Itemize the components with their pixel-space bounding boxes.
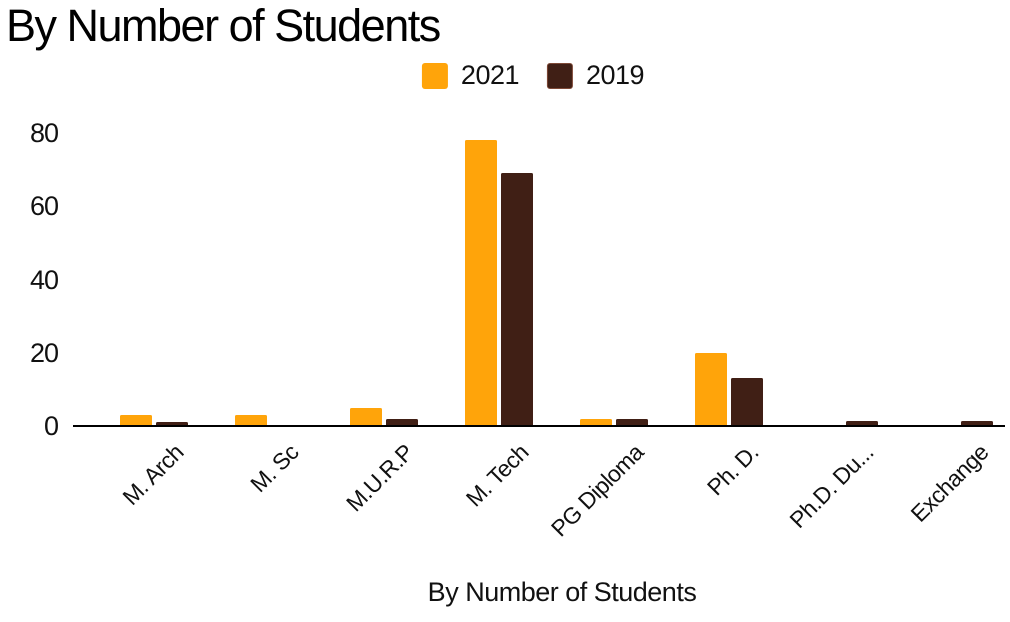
- bar-2021-m-arch[interactable]: [120, 415, 152, 426]
- x-tick-label-m-u-r-p: M.U.R.P: [341, 439, 419, 517]
- chart-title: By Number of Students: [6, 0, 441, 51]
- x-axis-title: By Number of Students: [427, 577, 697, 607]
- x-tick-label-exchange: Exchange: [905, 439, 994, 527]
- legend-label-2019: 2019: [586, 60, 645, 90]
- bar-2019-exchange[interactable]: [961, 421, 993, 426]
- legend-swatch-2021-icon: [421, 62, 448, 89]
- bar-2019-m-u-r-p[interactable]: [386, 419, 418, 426]
- bar-2019-ph-d[interactable]: [731, 378, 763, 426]
- bar-2021-m-tech[interactable]: [465, 140, 497, 426]
- legend-swatch-2019-icon: [547, 62, 573, 89]
- x-tick-label-ph-d-du: Ph.D. Du...: [784, 439, 879, 534]
- y-tick-label-80: 80: [29, 118, 59, 148]
- bar-2021-ph-d[interactable]: [695, 353, 727, 426]
- y-tick-label-20: 20: [29, 337, 59, 368]
- bar-2019-ph-d-du[interactable]: [846, 421, 878, 426]
- bar-2019-pg-diploma[interactable]: [616, 419, 648, 426]
- bar-2019-m-tech[interactable]: [501, 173, 533, 426]
- y-tick-label-0: 0: [43, 411, 59, 441]
- x-tick-label-pg-diploma: PG Diploma: [545, 439, 649, 542]
- bar-2019-m-arch[interactable]: [156, 422, 188, 426]
- x-tick-label-m-sc: M. Sc: [245, 439, 304, 498]
- x-axis-line: [73, 425, 1005, 427]
- bar-2021-m-u-r-p[interactable]: [350, 408, 382, 426]
- legend-label-2021: 2021: [460, 60, 520, 90]
- x-tick-label-m-tech: M. Tech: [460, 439, 534, 512]
- legend-item-2021[interactable]: 2021: [421, 60, 520, 91]
- legend-item-2019[interactable]: 2019: [547, 60, 645, 91]
- x-tick-label-ph-d: Ph. D.: [701, 439, 764, 501]
- x-tick-label-m-arch: M. Arch: [117, 439, 189, 511]
- bar-2021-m-sc[interactable]: [235, 415, 267, 426]
- y-tick-label-60: 60: [29, 191, 59, 222]
- legend: 2021 2019: [421, 60, 645, 91]
- bar-2021-pg-diploma[interactable]: [580, 419, 612, 426]
- y-tick-label-40: 40: [29, 264, 59, 295]
